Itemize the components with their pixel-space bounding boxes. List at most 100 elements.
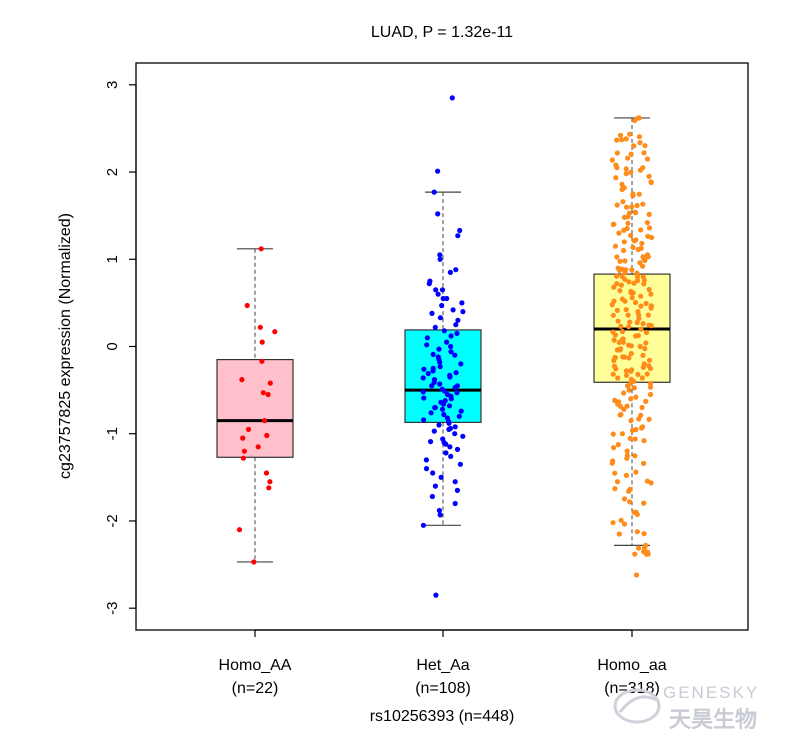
data-point: [610, 371, 616, 377]
data-point: [631, 143, 637, 149]
data-point: [630, 244, 636, 250]
data-point: [629, 267, 635, 273]
data-point: [614, 479, 621, 485]
data-point: [259, 339, 265, 345]
data-point: [258, 246, 264, 252]
data-point: [621, 239, 627, 245]
data-point: [443, 450, 449, 456]
data-point: [424, 342, 430, 348]
data-point: [456, 413, 462, 419]
data-point: [448, 453, 454, 459]
data-point: [635, 333, 642, 339]
data-point: [267, 380, 273, 386]
box-group-layer: [216, 117, 671, 563]
data-point: [633, 469, 639, 475]
data-point: [647, 391, 654, 398]
data-point: [644, 478, 651, 484]
data-point: [618, 323, 624, 329]
data-point: [245, 426, 252, 432]
data-point: [432, 405, 438, 411]
data-point: [631, 280, 637, 286]
data-point: [265, 391, 271, 398]
data-point: [437, 252, 443, 258]
data-point: [437, 315, 443, 321]
data-point: [641, 150, 647, 156]
data-point: [420, 389, 426, 395]
data-point: [634, 319, 640, 326]
chart-title: LUAD, P = 1.32e-11: [371, 24, 513, 41]
data-point: [255, 444, 261, 450]
data-point: [266, 485, 272, 491]
data-point: [632, 117, 638, 124]
data-point: [257, 324, 263, 330]
data-point: [421, 395, 427, 401]
data-point: [621, 496, 628, 502]
data-point: [453, 322, 459, 328]
data-point: [421, 417, 427, 423]
data-point: [628, 376, 635, 382]
data-point: [642, 257, 648, 264]
data-point: [452, 431, 458, 437]
x-count-label: (n=22): [232, 680, 279, 697]
points-layer: [236, 95, 655, 598]
data-point: [641, 531, 647, 537]
data-point: [627, 499, 633, 505]
data-point: [628, 232, 634, 239]
data-point: [436, 422, 442, 428]
data-point: [647, 384, 654, 390]
data-point: [240, 435, 246, 441]
data-point: [428, 410, 434, 416]
data-point: [634, 529, 640, 535]
data-point: [644, 371, 650, 377]
box-het-aa: [404, 191, 482, 526]
data-point: [441, 388, 448, 394]
data-point: [610, 458, 616, 464]
data-point: [639, 404, 645, 411]
data-point: [439, 406, 446, 412]
data-point: [458, 361, 464, 367]
data-point: [449, 95, 455, 101]
data-point: [609, 302, 615, 308]
watermark-chinese: 天昊生物: [669, 707, 757, 733]
data-point: [622, 270, 628, 276]
data-point: [646, 286, 652, 293]
data-point: [614, 273, 620, 279]
data-point: [435, 291, 441, 297]
data-point: [611, 337, 617, 343]
data-point: [614, 254, 620, 260]
data-point: [430, 351, 436, 357]
data-point: [646, 357, 653, 363]
data-point: [448, 349, 454, 355]
data-point: [624, 448, 630, 454]
y-tick-label: -3: [104, 602, 121, 615]
data-point: [625, 214, 631, 220]
data-point: [644, 156, 651, 162]
data-point: [620, 184, 627, 190]
data-point: [637, 167, 644, 173]
data-point: [628, 418, 634, 424]
data-point: [626, 355, 632, 361]
data-point: [454, 383, 460, 389]
data-point: [614, 165, 620, 171]
data-point: [437, 512, 443, 518]
data-point: [623, 136, 629, 142]
data-point: [620, 199, 626, 205]
data-point: [638, 326, 644, 332]
data-point: [634, 202, 640, 209]
x-axis-label: rs10256393 (n=448): [370, 708, 515, 725]
data-point: [620, 247, 627, 254]
data-point: [244, 302, 250, 309]
data-point: [648, 179, 654, 185]
data-point: [448, 396, 454, 402]
data-point: [433, 287, 439, 293]
data-point: [454, 446, 461, 452]
data-point: [441, 411, 447, 418]
data-point: [645, 254, 651, 260]
data-point: [448, 343, 454, 350]
data-point: [624, 204, 630, 210]
data-point: [632, 436, 638, 442]
data-point: [634, 274, 641, 280]
data-point: [452, 479, 458, 485]
x-count-label: (n=108): [415, 680, 471, 697]
